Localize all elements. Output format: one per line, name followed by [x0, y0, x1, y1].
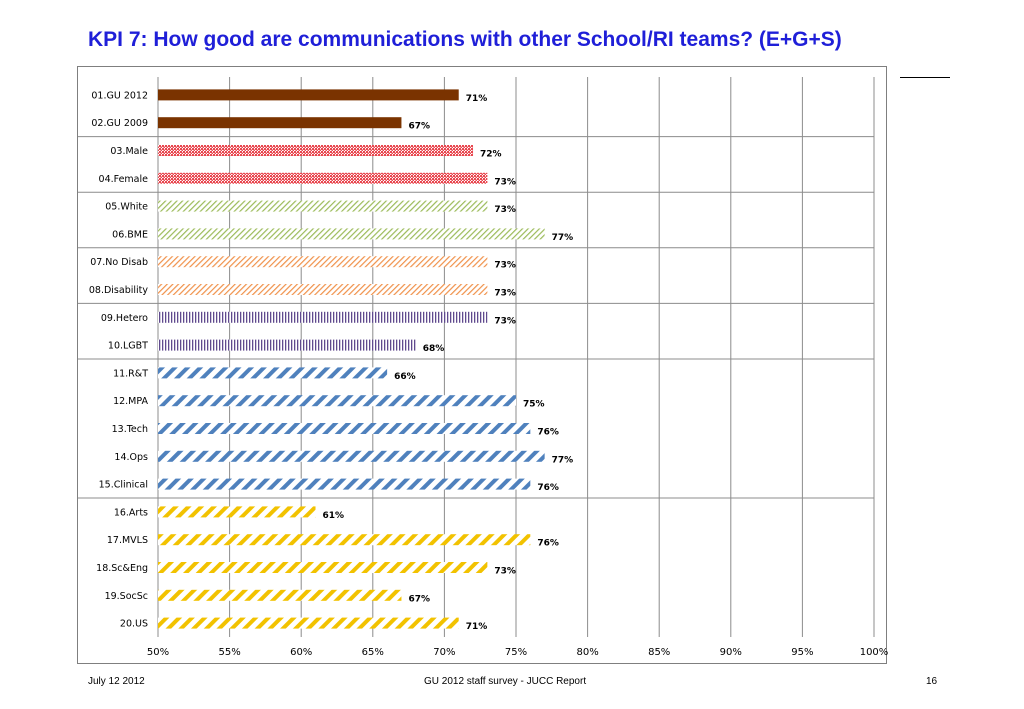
value-label: 77% [552, 233, 574, 243]
category-label: 16.Arts [114, 507, 148, 518]
category-label: 02.GU 2009 [91, 118, 148, 129]
category-label: 06.BME [112, 229, 148, 240]
value-label: 72% [480, 150, 502, 160]
category-label: 18.Sc&Eng [96, 563, 148, 574]
value-label: 73% [494, 177, 516, 187]
footer-date: July 12 2012 [88, 676, 145, 687]
category-label: 12.MPA [113, 396, 148, 407]
x-tick-label: 85% [648, 647, 670, 658]
x-tick-label: 55% [218, 647, 240, 658]
bar [158, 478, 531, 490]
category-label: 05.White [105, 202, 148, 213]
bar [158, 534, 531, 546]
category-label: 04.Female [99, 174, 149, 185]
bar [158, 200, 488, 212]
value-label: 77% [552, 455, 574, 465]
category-label: 19.SocSc [105, 591, 148, 602]
category-label: 14.Ops [114, 452, 148, 463]
gridlines [157, 77, 875, 637]
x-tick-label: 75% [505, 647, 527, 658]
bar [158, 284, 488, 295]
value-labels: 71% 67% 72% 73% 73% 77% 73% 73% 73% 68% 66% 75% 76% 7… [323, 94, 574, 632]
category-label: 20.US [120, 619, 148, 630]
bar [158, 450, 545, 462]
bar [158, 339, 416, 351]
slide-title: KPI 7: How good are communications with … [88, 28, 842, 51]
category-labels: 01.GU 2012 02.GU 2009 03.Male 04.Female 05.W… [89, 90, 149, 629]
bar [158, 506, 316, 518]
bar [158, 617, 459, 629]
category-label: 15.Clinical [99, 480, 148, 491]
value-label: 73% [494, 205, 516, 215]
value-label: 66% [394, 372, 416, 382]
bar [158, 256, 488, 268]
value-label: 76% [537, 539, 559, 549]
bar [158, 89, 459, 101]
bar [158, 367, 388, 379]
x-tick-label: 50% [147, 647, 169, 658]
value-label: 73% [494, 289, 516, 299]
value-label: 67% [408, 594, 430, 604]
x-tick-label: 80% [576, 647, 598, 658]
category-label: 13.Tech [112, 424, 148, 435]
category-label: 09.Hetero [101, 313, 148, 324]
category-label: 08.Disability [89, 285, 149, 296]
bar [158, 117, 402, 129]
bar [158, 228, 545, 240]
value-label: 67% [408, 122, 430, 132]
value-label: 73% [494, 261, 516, 271]
category-label: 17.MVLS [107, 535, 148, 546]
bar-chart: 01.GU 2012 02.GU 2009 03.Male 04.Female 05.W… [78, 77, 888, 658]
x-tick-label: 100% [860, 647, 888, 658]
category-label: 10.LGBT [108, 341, 148, 352]
value-label: 71% [466, 94, 488, 104]
x-tick-label: 95% [791, 647, 813, 658]
bar [158, 589, 402, 601]
bar [158, 562, 488, 573]
page-number: 16 [926, 676, 938, 687]
footer-report-name: GU 2012 staff survey - JUCC Report [424, 676, 587, 687]
value-label: 73% [494, 316, 516, 326]
category-label: 01.GU 2012 [91, 90, 148, 101]
bar [158, 311, 488, 323]
bar [158, 172, 488, 184]
x-tick-label: 90% [720, 647, 742, 658]
bar [158, 145, 474, 156]
chart-frame: 01.GU 2012 02.GU 2009 03.Male 04.Female 05.W… [77, 66, 888, 664]
value-label: 71% [466, 622, 488, 632]
group-separators [78, 136, 874, 499]
x-tick-label: 65% [362, 647, 384, 658]
x-tick-label: 70% [433, 647, 455, 658]
value-label: 76% [537, 483, 559, 493]
category-label: 11.R&T [113, 368, 148, 379]
bar [158, 423, 531, 434]
value-label: 61% [323, 511, 345, 521]
x-axis-ticks: 50% 55% 60% 65% 70% 75% 80% 85% 90% 95% 100% [147, 647, 888, 658]
value-label: 73% [494, 567, 516, 577]
x-tick-label: 60% [290, 647, 312, 658]
value-label: 75% [523, 400, 545, 410]
value-label: 68% [423, 344, 445, 354]
value-label: 76% [537, 428, 559, 438]
bars [158, 89, 545, 629]
bar [158, 395, 516, 407]
decorative-rule [900, 77, 950, 78]
category-label: 03.Male [110, 146, 148, 157]
category-label: 07.No Disab [90, 257, 148, 268]
